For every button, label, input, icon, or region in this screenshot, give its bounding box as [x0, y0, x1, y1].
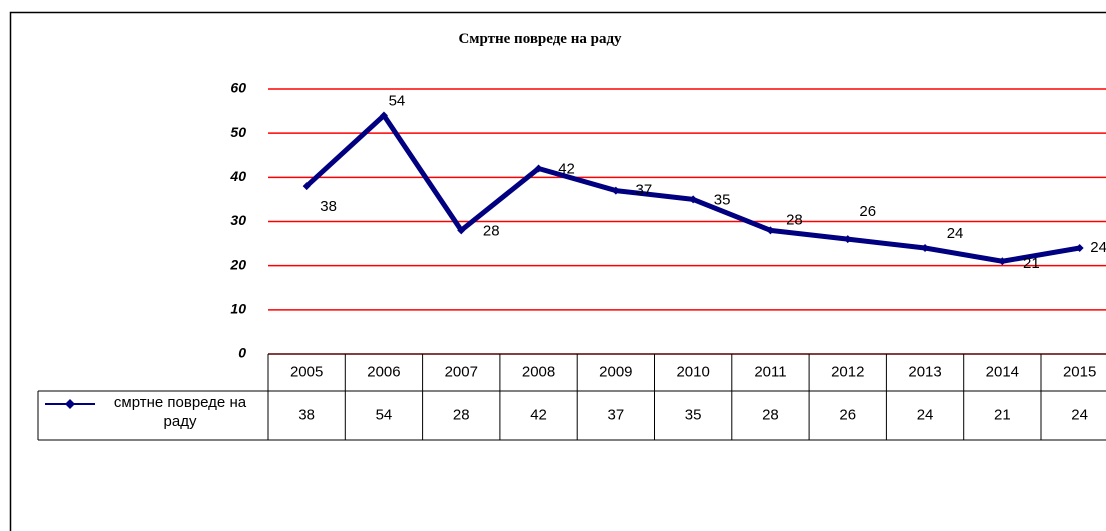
y-tick-label: 40 [229, 168, 246, 184]
data-label: 28 [483, 222, 500, 239]
chart-title: Смртне повреде на раду [458, 31, 622, 47]
table-value: 28 [762, 406, 779, 423]
x-tick-label: 2006 [367, 363, 400, 380]
table-value: 37 [608, 406, 625, 423]
table-value: 24 [1071, 406, 1088, 423]
legend-label: смртне повреде на раду [113, 394, 247, 430]
table-value: 28 [453, 406, 470, 423]
data-label: 54 [389, 92, 406, 109]
data-label: 42 [558, 160, 575, 177]
data-label: 24 [1090, 239, 1106, 256]
chart-border [9, 11, 1106, 531]
point-marker [457, 226, 466, 235]
table-value: 26 [839, 406, 856, 423]
x-tick-label: 2014 [986, 363, 1019, 380]
table-value: 38 [298, 406, 315, 423]
x-tick-label: 2009 [599, 363, 632, 380]
point-marker [1075, 244, 1084, 252]
x-tick-label: 2012 [831, 363, 864, 380]
point-marker [611, 186, 620, 195]
y-tick-label: 0 [238, 345, 246, 361]
series-line [304, 113, 1081, 264]
legend-box: смртне повреде на раду [113, 394, 247, 430]
title-box: Смртне повреде на раду [458, 31, 622, 47]
data-label: 38 [320, 198, 337, 215]
x-tick-label: 2007 [445, 363, 478, 380]
point-marker [534, 164, 543, 173]
x-tick-label: 2015 [1063, 363, 1096, 380]
x-tick-label: 2008 [522, 363, 555, 380]
y-tick-label: 20 [229, 256, 246, 272]
data-label: 21 [1023, 255, 1040, 272]
point-marker [998, 257, 1007, 266]
point-marker [843, 235, 852, 244]
x-tick-label: 2011 [754, 363, 786, 380]
point-marker [379, 111, 388, 120]
table-value: 21 [994, 406, 1011, 423]
x-tick-label: 2010 [676, 363, 709, 380]
data-label: 28 [786, 211, 803, 228]
point-marker [766, 226, 775, 235]
point-marker [302, 182, 311, 191]
y-tick-label: 50 [230, 124, 246, 140]
x-tick-label: 2013 [908, 363, 941, 380]
point-marker [921, 244, 930, 252]
table-value: 35 [685, 406, 702, 423]
table-value: 42 [530, 406, 547, 423]
data-label: 35 [714, 191, 731, 208]
point-marker [689, 195, 698, 204]
data-label: 24 [947, 225, 964, 242]
y-tick-label: 30 [230, 212, 246, 228]
y-tick-label: 60 [230, 80, 246, 96]
x-tick-label: 2005 [290, 363, 323, 380]
y-tick-label: 10 [230, 301, 246, 317]
table-value: 54 [376, 406, 393, 423]
legend-marker [65, 399, 75, 409]
data-label: 26 [859, 203, 876, 220]
table-value: 24 [917, 406, 934, 423]
data-label: 37 [636, 182, 653, 199]
